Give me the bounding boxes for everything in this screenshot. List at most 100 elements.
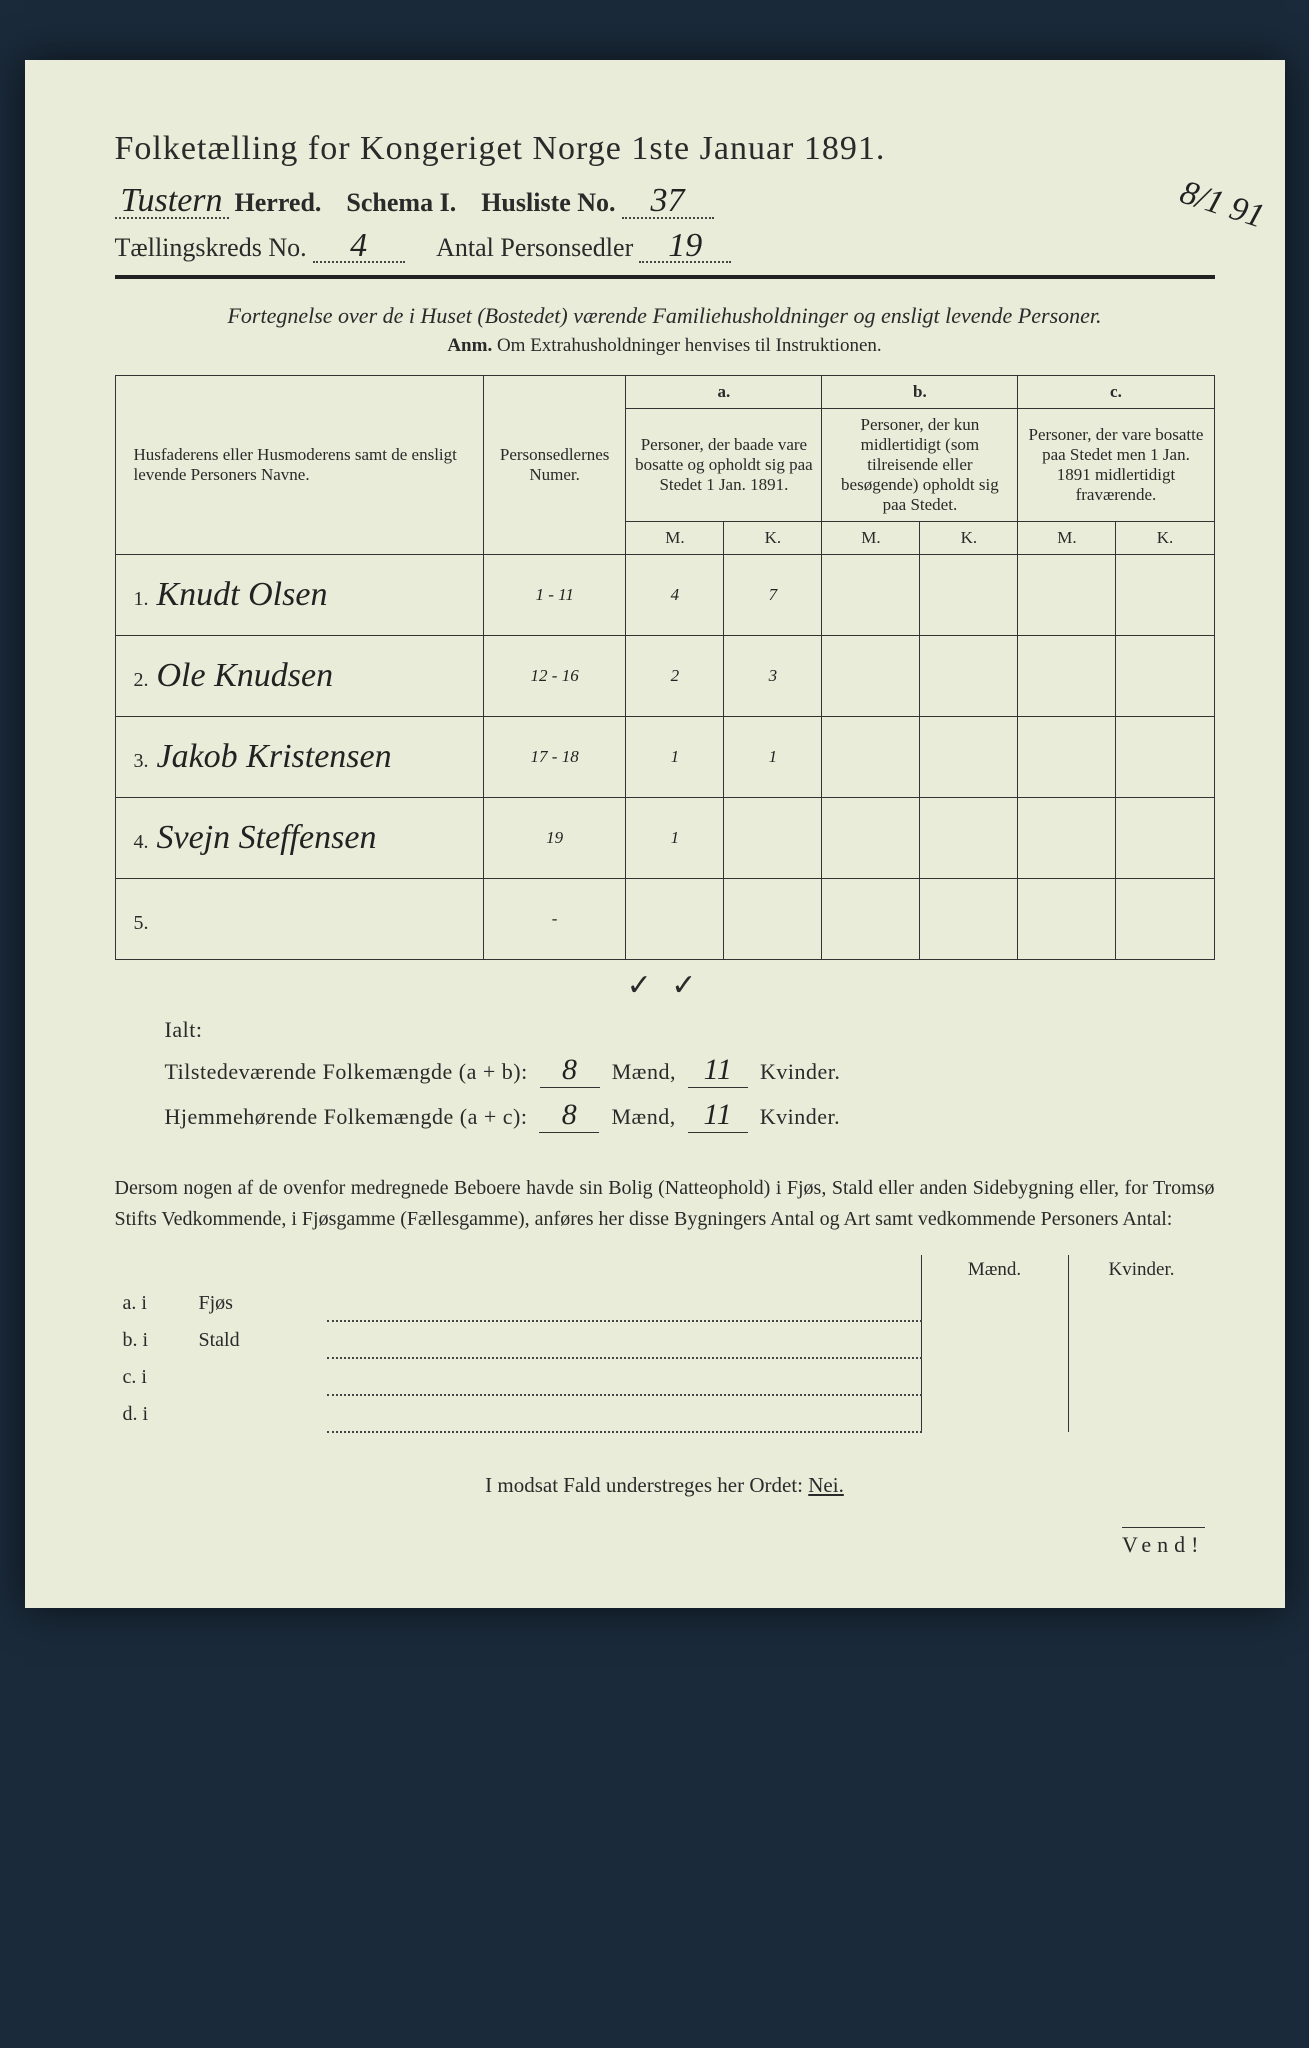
herred-label: Herred. <box>235 188 322 218</box>
husliste-value: 37 <box>622 186 714 219</box>
cell-name: 2.Ole Knudsen <box>115 636 483 717</box>
husliste-label: Husliste No. <box>481 188 615 218</box>
bldg-lab: c. i <box>115 1358 191 1395</box>
cell-num: 1 - 11 <box>483 555 626 636</box>
ialt-kvinder-1: Kvinder. <box>760 1059 840 1084</box>
anm-note: Anm. Om Extrahusholdninger henvises til … <box>115 335 1215 357</box>
table-row: 4.Svejn Steffensen191 <box>115 798 1214 879</box>
col-a-letter: a. <box>634 382 813 402</box>
ialt-line2-m: 8 <box>539 1098 599 1133</box>
cell-b-k <box>920 879 1018 960</box>
anm-label: Anm. <box>447 335 492 356</box>
bldg-m <box>921 1358 1068 1395</box>
building-paragraph: Dersom nogen af de ovenfor medregnede Be… <box>115 1173 1215 1235</box>
ialt-line2-k: 11 <box>688 1098 748 1133</box>
cell-b-m <box>822 717 920 798</box>
bldg-lab: a. i <box>115 1285 191 1321</box>
col-c-letter: c. <box>1026 382 1205 402</box>
cell-b-k <box>920 555 1018 636</box>
herred-value: Tustern <box>115 186 229 219</box>
bldg-row: d. i <box>115 1395 1215 1432</box>
building-table: Mænd. Kvinder. a. iFjøs b. iStald c. i d… <box>115 1255 1215 1433</box>
form-subtitle: Fortegnelse over de i Huset (Bostedet) v… <box>115 303 1215 329</box>
th-col-a-text: Personer, der baade vare bosatte og opho… <box>626 409 822 522</box>
bldg-th-kvinder: Kvinder. <box>1068 1255 1215 1285</box>
bldg-th-maend: Mænd. <box>921 1255 1068 1285</box>
bldg-dots <box>327 1321 922 1358</box>
th-col-c-head: c. <box>1018 376 1214 409</box>
bldg-k <box>1068 1358 1215 1395</box>
tkreds-label: Tællingskreds No. <box>115 233 307 263</box>
cell-name: 1.Knudt Olsen <box>115 555 483 636</box>
bldg-m <box>921 1285 1068 1321</box>
nei-line: I modsat Fald understreges her Ordet: Ne… <box>115 1473 1215 1498</box>
cell-c-k <box>1116 555 1214 636</box>
cell-num: 19 <box>483 798 626 879</box>
th-col-b-text: Personer, der kun midlertidigt (som tilr… <box>822 409 1018 522</box>
cell-num: - <box>483 879 626 960</box>
bldg-type <box>191 1358 327 1395</box>
ialt-kvinder-2: Kvinder. <box>760 1104 840 1129</box>
checkmarks: ✓ ✓ <box>115 968 1215 1003</box>
th-c-m: M. <box>1018 522 1116 555</box>
cell-name: 5. <box>115 879 483 960</box>
cell-a-k <box>724 798 822 879</box>
page-title: Folketælling for Kongeriget Norge 1ste J… <box>115 130 1215 168</box>
cell-a-m: 4 <box>626 555 724 636</box>
anm-text: Om Extrahusholdninger henvises til Instr… <box>497 335 882 356</box>
ialt-section: Ialt: Tilstedeværende Folkemængde (a + b… <box>165 1017 1215 1133</box>
col-b-letter: b. <box>830 382 1009 402</box>
bldg-k <box>1068 1285 1215 1321</box>
bldg-type: Stald <box>191 1321 327 1358</box>
header-line-2: Tællingskreds No. 4 Antal Personsedler 1… <box>115 231 1215 264</box>
th-col-b-head: b. <box>822 376 1018 409</box>
table-row: 2.Ole Knudsen12 - 1623 <box>115 636 1214 717</box>
ialt-line1-m: 8 <box>540 1053 600 1088</box>
cell-num: 17 - 18 <box>483 717 626 798</box>
th-a-m: M. <box>626 522 724 555</box>
th-b-m: M. <box>822 522 920 555</box>
cell-a-m: 1 <box>626 798 724 879</box>
bldg-k <box>1068 1321 1215 1358</box>
tkreds-value: 4 <box>313 231 405 264</box>
census-table: Husfaderens eller Husmoderens samt de en… <box>115 375 1215 960</box>
bldg-row: b. iStald <box>115 1321 1215 1358</box>
th-a-k: K. <box>724 522 822 555</box>
cell-b-m <box>822 555 920 636</box>
cell-a-m: 1 <box>626 717 724 798</box>
cell-name: 4.Svejn Steffensen <box>115 798 483 879</box>
cell-c-k <box>1116 636 1214 717</box>
bldg-type <box>191 1395 327 1432</box>
schema-label: Schema I. <box>346 188 456 218</box>
cell-b-m <box>822 879 920 960</box>
cell-b-m <box>822 798 920 879</box>
bldg-row: a. iFjøs <box>115 1285 1215 1321</box>
cell-a-k: 7 <box>724 555 822 636</box>
cell-a-k: 1 <box>724 717 822 798</box>
bldg-k <box>1068 1395 1215 1432</box>
antal-value: 19 <box>639 231 731 264</box>
th-col-a-head: a. <box>626 376 822 409</box>
ialt-maend-2: Mænd, <box>611 1104 675 1129</box>
table-row: 1.Knudt Olsen1 - 1147 <box>115 555 1214 636</box>
cell-b-k <box>920 798 1018 879</box>
bldg-dots <box>327 1285 922 1321</box>
vend-label: Vend! <box>1122 1527 1205 1558</box>
bldg-lab: b. i <box>115 1321 191 1358</box>
cell-c-m <box>1018 879 1116 960</box>
th-name: Husfaderens eller Husmoderens samt de en… <box>115 376 483 555</box>
cell-b-k <box>920 717 1018 798</box>
bldg-m <box>921 1395 1068 1432</box>
bldg-type: Fjøs <box>191 1285 327 1321</box>
table-row: 5.- <box>115 879 1214 960</box>
ialt-line1-k: 11 <box>688 1053 748 1088</box>
nei-text: I modsat Fald understreges her Ordet: <box>485 1473 803 1497</box>
cell-a-k <box>724 879 822 960</box>
cell-c-k <box>1116 717 1214 798</box>
cell-name: 3.Jakob Kristensen <box>115 717 483 798</box>
ialt-line2-label: Hjemmehørende Folkemængde (a + c): <box>165 1104 528 1129</box>
bldg-dots <box>327 1358 922 1395</box>
ialt-maend-1: Mænd, <box>612 1059 676 1084</box>
cell-c-k <box>1116 798 1214 879</box>
bldg-row: c. i <box>115 1358 1215 1395</box>
